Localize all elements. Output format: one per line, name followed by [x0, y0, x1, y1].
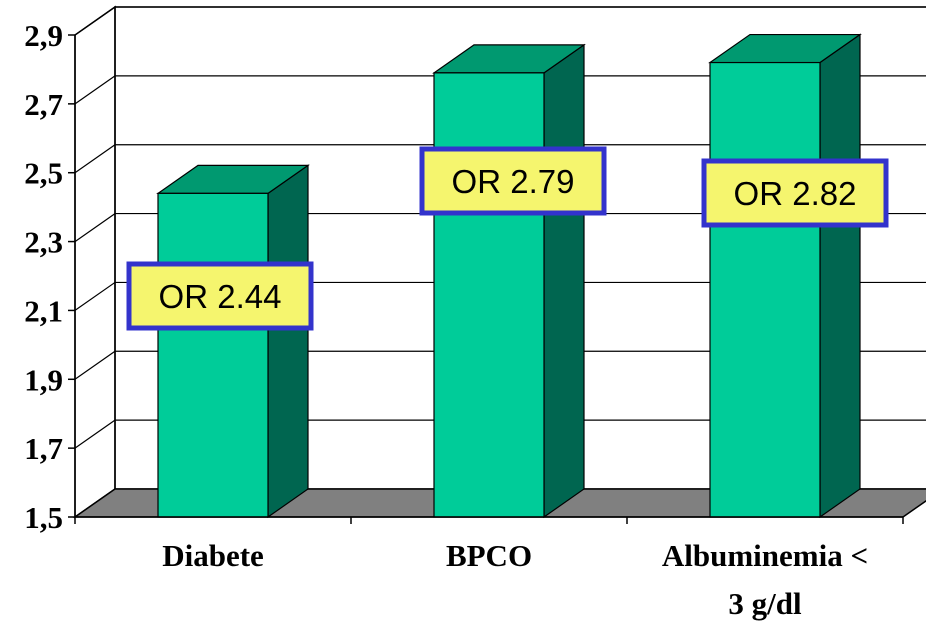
data-label: OR 2.82: [701, 158, 889, 228]
bar: [432, 43, 586, 519]
y-axis-tick-labels: 1,5 1,7 1,9 2,1 2,3 2,5 2,7 2,9: [24, 18, 63, 535]
gridline: [74, 350, 926, 380]
bar: [708, 33, 862, 519]
gridline: [74, 6, 926, 36]
bar-side-face: [543, 43, 585, 519]
bar: [156, 164, 310, 519]
x-category-label: BPCO: [446, 538, 532, 573]
gridline: [74, 144, 926, 174]
data-labels: OR 2.44 OR 2.79 OR 2.82: [126, 146, 889, 331]
data-label-box: [126, 261, 314, 331]
x-axis-category-labels: Diabete BPCO Albuminemia < 3 g/dl: [162, 538, 868, 621]
y-tick-label: 2,1: [24, 293, 63, 328]
data-label-text: OR 2.82: [734, 175, 857, 212]
axes: [68, 34, 904, 524]
gridline: [74, 212, 926, 243]
bar-side-face: [267, 164, 309, 519]
y-tick-label: 2,5: [24, 156, 63, 191]
bar-front-face: [157, 192, 269, 518]
data-label-box: [419, 146, 607, 216]
y-tick-label: 1,9: [24, 362, 63, 397]
x-category-label: Albuminemia <: [662, 538, 868, 573]
gridline: [74, 419, 926, 449]
bar-front-face: [709, 61, 821, 518]
y-tick-label: 1,7: [24, 431, 63, 466]
data-label-text: OR 2.44: [159, 278, 282, 315]
y-tick-label: 2,9: [24, 18, 63, 53]
gridline: [74, 75, 926, 105]
gridline: [74, 281, 926, 311]
y-tick-label: 1,5: [24, 500, 63, 535]
data-label-box: [701, 158, 889, 228]
x-category-label: Diabete: [162, 538, 264, 573]
y-tick-label: 2,7: [24, 87, 63, 122]
bar-side-face: [819, 33, 861, 519]
data-label: OR 2.44: [126, 261, 314, 331]
bar-front-face: [433, 72, 545, 518]
x-category-label: 3 g/dl: [728, 586, 802, 621]
data-label-text: OR 2.79: [452, 163, 575, 200]
y-tick-label: 2,3: [24, 225, 63, 260]
data-label: OR 2.79: [419, 146, 607, 216]
side-wall: [74, 5, 116, 519]
gridlines: [74, 6, 926, 449]
